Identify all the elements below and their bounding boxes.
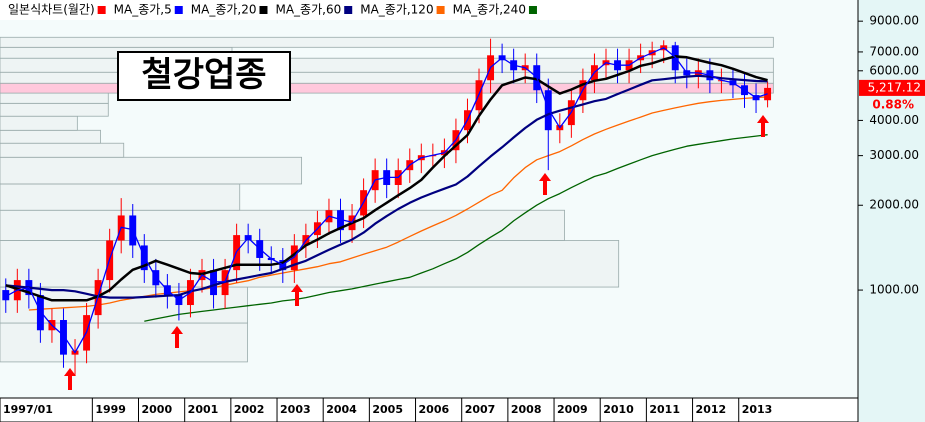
x-tick-label: 2000 — [142, 403, 173, 416]
legend-label: MA_종가,5 — [114, 3, 172, 17]
volume-profile — [0, 36, 774, 363]
volume-bar — [0, 92, 109, 104]
candle-body — [60, 320, 67, 355]
volume-bar — [0, 156, 303, 185]
axis-background — [858, 0, 925, 422]
x-tick-label: 2004 — [326, 403, 357, 416]
ma-line — [5, 74, 768, 299]
volume-bar — [0, 115, 78, 131]
x-tick-label: 2005 — [372, 403, 403, 416]
y-tick-label: 7000.00 — [869, 44, 919, 58]
x-tick-label: 2013 — [742, 403, 773, 416]
x-tick-label: 2002 — [234, 403, 265, 416]
legend-label: MA_종가,20 — [191, 3, 257, 17]
legend-label: MA_종가,240 — [453, 3, 526, 17]
y-tick-label: 1000.00 — [869, 283, 919, 297]
candle-body — [544, 90, 552, 131]
volume-bar — [0, 36, 774, 48]
x-axis-background — [0, 397, 859, 422]
x-tick-label: 2008 — [511, 403, 542, 416]
x-tick-label: 1999 — [95, 403, 126, 416]
x-tick-label: 2006 — [419, 403, 450, 416]
annotation-box: 철강업종 — [117, 51, 291, 101]
legend-label: 일본식차트(월간) — [8, 3, 95, 17]
legend: 일본식차트(월간) MA_종가,5 MA_종가,20 MA_종가,60 MA_종가,12… — [8, 3, 537, 17]
last-price-label: 5,217.12 — [868, 80, 921, 94]
volume-bar — [0, 209, 565, 241]
annotation-text: 철강업종 — [141, 55, 266, 95]
y-tick-label: 6000.00 — [869, 63, 919, 77]
legend-swatch — [259, 6, 268, 14]
legend-swatch — [344, 6, 353, 14]
ma-line — [5, 47, 768, 354]
volume-bar — [0, 142, 125, 158]
x-tick-label: 2010 — [603, 403, 634, 416]
legend-label: MA_종가,120 — [360, 3, 433, 17]
series-layer — [2, 38, 772, 375]
legend-swatch — [174, 6, 183, 14]
arrow — [64, 368, 76, 390]
volume-bar — [0, 82, 774, 94]
y-tick-label: 2000.00 — [869, 198, 919, 212]
y-tick-label: 3000.00 — [869, 148, 919, 162]
ma-line — [144, 134, 768, 322]
candle-body — [2, 290, 10, 301]
x-tick-label: 2011 — [649, 403, 680, 416]
ma-line — [28, 96, 768, 311]
arrow — [757, 115, 769, 137]
volume-bar — [0, 102, 109, 117]
legend-background — [0, 0, 620, 20]
x-tick-label: 2001 — [188, 403, 219, 416]
legend-swatch — [436, 6, 445, 14]
arrow — [539, 173, 551, 195]
y-tick-label: 9000.00 — [869, 14, 919, 28]
volume-bar — [0, 240, 620, 288]
y-tick-label: 4000.00 — [869, 113, 919, 127]
volume-bar — [0, 183, 241, 211]
x-tick-label: 2003 — [280, 403, 311, 416]
ma-line — [5, 55, 768, 302]
x-tick-label: 2007 — [465, 403, 496, 416]
arrows — [64, 115, 769, 390]
x-tick-label: 1997/01 — [3, 403, 53, 416]
change-label: 0.88% — [872, 97, 914, 111]
legend-swatch — [528, 6, 537, 14]
arrow — [291, 284, 303, 306]
x-tick-label: 2009 — [557, 403, 588, 416]
legend-swatch — [97, 6, 106, 14]
candle-body — [290, 245, 298, 271]
volume-bar — [0, 71, 774, 84]
x-tick-label: 2012 — [696, 403, 727, 416]
arrow — [171, 326, 183, 348]
volume-bar — [0, 129, 101, 144]
annotation-frame — [117, 51, 291, 101]
candle-body — [210, 270, 218, 296]
legend-label: MA_종가,60 — [275, 3, 341, 17]
candle-body — [36, 295, 44, 331]
axes: 1000.00 2000.00 3000.00 4000.00 6000.00 7000.… — [0, 14, 925, 422]
last-price-box — [859, 79, 925, 96]
